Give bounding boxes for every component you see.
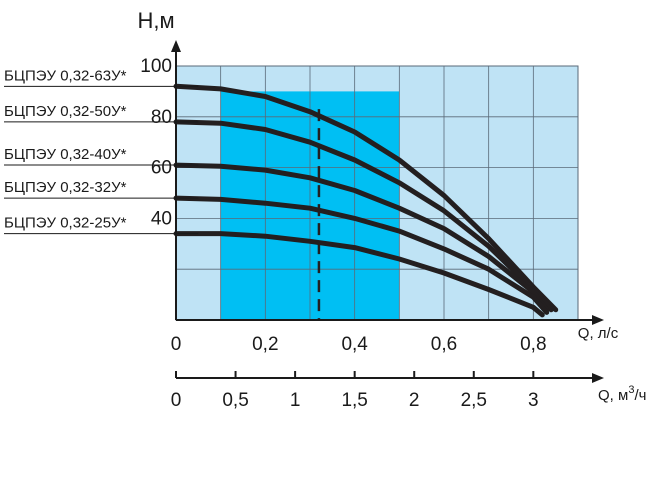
- x-tick-label: 0,8: [520, 334, 546, 355]
- x2-tick-label: 1,5: [341, 390, 367, 411]
- y-axis-arrow: [171, 40, 181, 52]
- x2-axis-title-tail: /ч: [634, 387, 646, 404]
- labels-group: 0 0,2 0,4 0,6 0,8 0 0,5 1 1,5 2 2,5 3 40 60 80 100 БЦПЭУ…: [4, 56, 547, 411]
- y-tick-label: 80: [151, 107, 172, 128]
- x2-axis-title: Q, м3/ч: [598, 384, 646, 404]
- x2-tick-label: 0,5: [222, 390, 248, 411]
- series-label: БЦПЭУ 0,32-32У*: [4, 179, 127, 196]
- y-tick-label: 60: [151, 158, 172, 179]
- series-line: [173, 119, 554, 313]
- series-label: БЦПЭУ 0,32-63У*: [4, 67, 127, 84]
- y-axis-title: Н,м: [137, 8, 174, 33]
- x-tick-label: 0,2: [252, 334, 278, 355]
- x2-tick-label: 2,5: [461, 390, 487, 411]
- x-axis-arrow: [592, 315, 604, 325]
- series-line: [173, 83, 559, 313]
- x-tick-label: 0,4: [341, 334, 368, 355]
- x2-tick-label: 0: [171, 390, 182, 411]
- y-tick-label: 100: [140, 56, 172, 77]
- x-axis-title: Q, л/с: [578, 325, 619, 342]
- x2-axis-title-sup: 3: [628, 384, 634, 396]
- curves-group: [173, 83, 559, 318]
- axes-group: [171, 40, 604, 383]
- x2-axis-title-main: Q, м: [598, 387, 628, 404]
- series-label: БЦПЭУ 0,32-50У*: [4, 103, 127, 120]
- series-line: [173, 162, 550, 313]
- series-line: [173, 195, 550, 315]
- y-tick-label: 40: [151, 208, 172, 229]
- series-label: БЦПЭУ 0,32-25У*: [4, 215, 127, 232]
- x2-tick-label: 1: [290, 390, 301, 411]
- x2-tick-label: 2: [409, 390, 420, 411]
- series-line: [173, 231, 545, 318]
- x-tick-label: 0: [171, 334, 182, 355]
- x-tick-label: 0,6: [431, 334, 457, 355]
- x2-tick-label: 3: [528, 390, 539, 411]
- x2-axis-arrow: [592, 373, 604, 383]
- series-label: БЦПЭУ 0,32-40У*: [4, 146, 127, 163]
